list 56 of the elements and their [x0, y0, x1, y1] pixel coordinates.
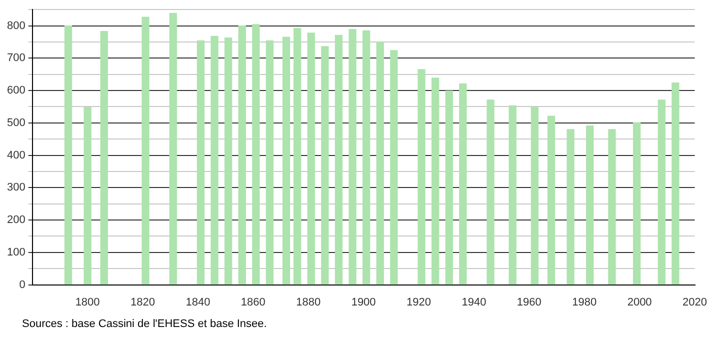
x-tick-label: 1860 — [240, 296, 266, 308]
x-tick-label: 1940 — [462, 296, 486, 308]
bar — [362, 30, 370, 285]
x-tick-label: 2020 — [682, 296, 708, 308]
x-tick-label: 1920 — [406, 296, 431, 308]
bar — [334, 34, 343, 285]
y-tick-label: 100 — [6, 246, 26, 258]
bar — [530, 106, 539, 285]
bar — [100, 30, 108, 285]
x-tick-label: 1800 — [75, 296, 100, 308]
bar — [266, 40, 274, 285]
bar — [431, 78, 440, 285]
y-tick-label: 800 — [6, 20, 26, 32]
x-tick-label: 1900 — [351, 296, 376, 308]
bar — [658, 100, 666, 285]
bar — [64, 25, 72, 285]
bar — [486, 100, 494, 285]
bar — [169, 12, 177, 285]
y-tick-label: 400 — [6, 149, 26, 162]
bar — [307, 32, 315, 285]
bar — [238, 25, 246, 285]
bar — [282, 36, 290, 285]
x-tick-label: 1960 — [516, 296, 542, 308]
bar — [348, 29, 356, 285]
y-tick-label: 200 — [6, 214, 26, 226]
bar — [321, 46, 329, 285]
y-tick-label: 0 — [19, 278, 26, 291]
x-tick-label: 1820 — [130, 296, 155, 308]
bar — [210, 36, 218, 285]
y-tick-label: 300 — [6, 182, 26, 194]
bar — [459, 83, 467, 285]
bar — [632, 122, 641, 285]
x-tick-label: 1980 — [572, 296, 597, 308]
bar — [418, 69, 426, 285]
bar — [293, 28, 302, 285]
bar — [445, 90, 453, 285]
bar — [390, 50, 398, 285]
bar — [196, 40, 205, 285]
source-note: Sources : base Cassini de l'EHESS et base Insee. — [22, 318, 267, 330]
bar — [547, 116, 556, 285]
bar — [224, 37, 232, 285]
x-tick-label: 1840 — [186, 296, 210, 308]
bar — [566, 129, 574, 285]
y-tick-label: 700 — [6, 52, 26, 64]
x-tick-label: 1880 — [296, 296, 321, 308]
bar — [376, 42, 384, 285]
x-tick-label: 2000 — [627, 296, 652, 308]
y-tick-label: 600 — [6, 84, 26, 97]
bar — [142, 16, 150, 285]
bar — [84, 107, 92, 285]
bar — [252, 24, 260, 285]
bar — [508, 105, 516, 285]
bar — [672, 82, 680, 285]
bar — [608, 129, 616, 285]
y-tick-label: 500 — [6, 116, 26, 129]
bar — [586, 126, 594, 285]
